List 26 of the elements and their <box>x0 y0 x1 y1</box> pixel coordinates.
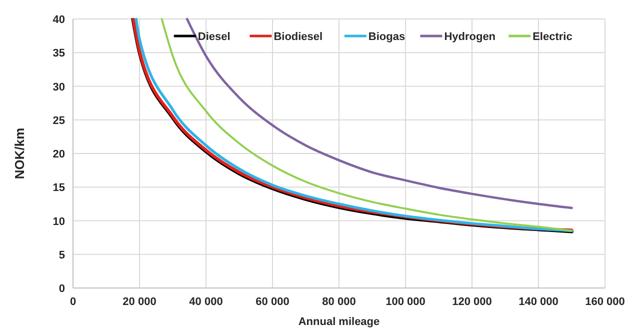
x-tick-label: 100 000 <box>386 296 426 308</box>
x-tick-label: 140 000 <box>518 296 558 308</box>
y-tick-label: 35 <box>52 48 65 60</box>
x-tick-label: 20 000 <box>122 296 156 308</box>
legend-label: Biodiesel <box>274 31 323 43</box>
legend-label: Hydrogen <box>444 31 496 43</box>
y-tick-label: 30 <box>52 81 65 94</box>
x-axis-title: Annual mileage <box>298 316 380 328</box>
x-tick-label: 160 000 <box>585 296 625 308</box>
y-tick-label: 40 <box>52 14 65 26</box>
y-tick-label: 5 <box>58 249 65 262</box>
y-tick-label: 10 <box>52 216 65 228</box>
x-tick-label: 80 000 <box>322 296 356 308</box>
x-tick-label: 60 000 <box>256 296 290 308</box>
x-tick-label: 40 000 <box>189 296 223 308</box>
legend-label: Diesel <box>198 31 230 43</box>
y-tick-label: 0 <box>58 283 65 295</box>
y-tick-label: 20 <box>52 148 65 160</box>
line-series <box>186 18 573 210</box>
x-tick-label: 0 <box>70 296 76 308</box>
x-tick-label: 120 000 <box>452 296 492 308</box>
y-tick-label: 15 <box>52 182 65 194</box>
y-axis-title: NOK/km <box>12 128 27 180</box>
legend-label: Biogas <box>368 31 406 43</box>
y-tick-label: 25 <box>52 114 65 127</box>
legend-label: Electric <box>532 31 572 43</box>
